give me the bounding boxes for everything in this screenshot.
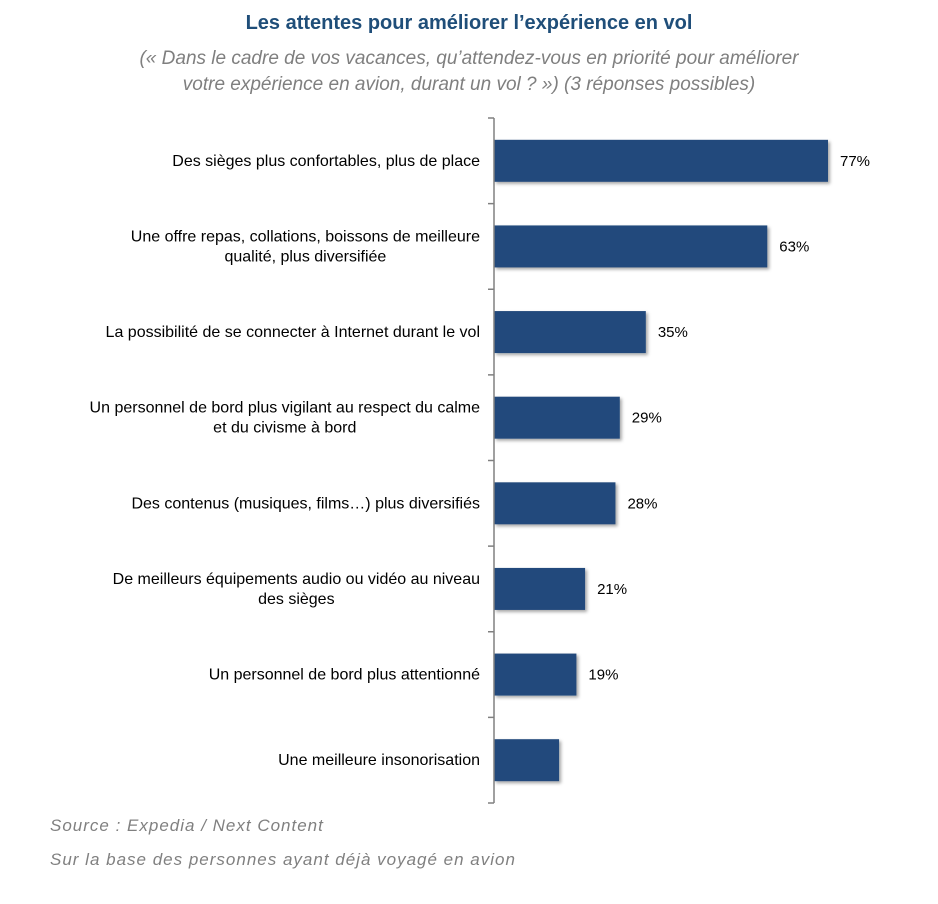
base-note: Sur la base des personnes ayant déjà voy… [50, 850, 516, 869]
bar [494, 739, 560, 782]
bar [494, 567, 586, 610]
category-label-line: Une offre repas, collations, boissons de… [131, 228, 480, 245]
category-label: Des contenus (musiques, films…) plus div… [131, 495, 480, 512]
category-label: Une meilleure insonorisation [278, 752, 480, 769]
value-label: 29% [632, 410, 662, 427]
category-label-line: De meilleurs équipements audio ou vidéo … [113, 571, 480, 588]
category-label-line: La possibilité de se connecter à Interne… [106, 324, 480, 341]
category-label-line: Des contenus (musiques, films…) plus div… [131, 495, 480, 512]
category-label-line: qualité, plus diversifiée [224, 248, 386, 265]
category-label: Une offre repas, collations, boissons de… [131, 228, 480, 265]
bar [494, 396, 620, 439]
category-label: Un personnel de bord plus attentionné [209, 667, 480, 684]
category-label: De meilleurs équipements audio ou vidéo … [113, 571, 480, 608]
value-label: 28% [627, 495, 657, 512]
chart-title: Les attentes pour améliorer l’expérience… [245, 12, 693, 34]
chart-subtitle: (« Dans le cadre de vos vacances, qu’att… [0, 46, 938, 98]
bar [494, 225, 768, 268]
category-label-line: Une meilleure insonorisation [278, 752, 480, 769]
bar [494, 311, 646, 354]
category-label: Un personnel de bord plus vigilant au re… [90, 400, 481, 437]
category-label-line: et du civisme à bord [213, 420, 356, 437]
value-label: 63% [779, 238, 809, 255]
category-label: La possibilité de se connecter à Interne… [106, 324, 480, 341]
category-label-line: Un personnel de bord plus attentionné [209, 667, 480, 684]
value-label: 19% [588, 667, 618, 684]
chart-subtitle-line: (« Dans le cadre de vos vacances, qu’att… [139, 48, 799, 69]
bar [494, 653, 577, 696]
category-label-line: des sièges [258, 591, 335, 608]
value-label: 35% [658, 324, 688, 341]
bar [494, 139, 828, 182]
category-label: Des sièges plus confortables, plus de pl… [172, 153, 480, 170]
category-label-line: Un personnel de bord plus vigilant au re… [90, 400, 481, 417]
chart-subtitle-line: votre expérience en avion, durant un vol… [182, 74, 756, 95]
value-label: 77% [840, 153, 870, 170]
value-label: 21% [597, 581, 627, 598]
category-label-line: Des sièges plus confortables, plus de pl… [172, 153, 480, 170]
bar [494, 482, 616, 525]
source-note: Source : Expedia / Next Content [50, 816, 324, 835]
